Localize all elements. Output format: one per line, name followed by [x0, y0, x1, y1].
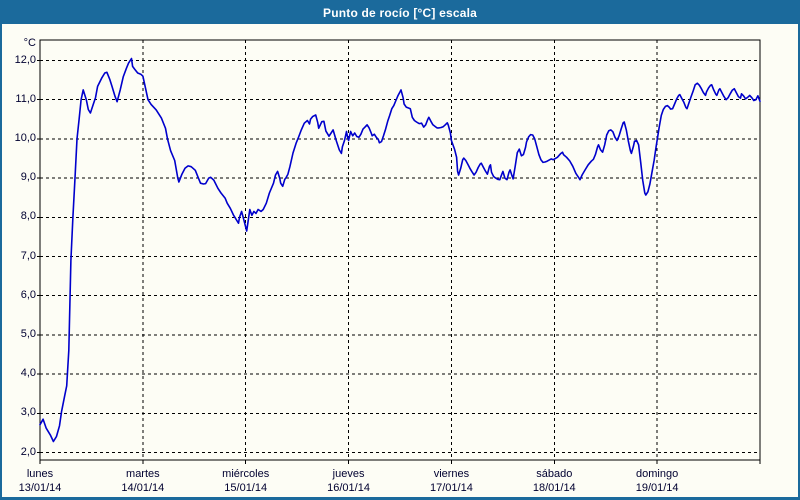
chart-title-bar: Punto de rocío [°C] escala — [2, 2, 798, 24]
chart-title: Punto de rocío [°C] escala — [322, 6, 478, 20]
